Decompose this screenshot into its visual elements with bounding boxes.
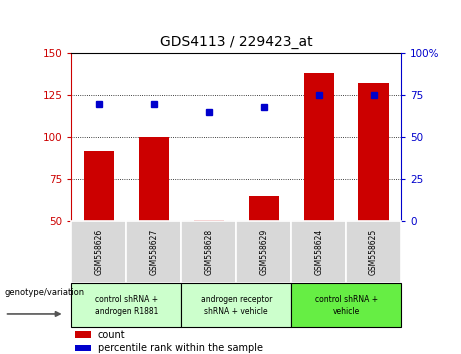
Bar <box>139 137 169 221</box>
Text: GSM558628: GSM558628 <box>204 229 213 275</box>
Bar <box>75 331 91 338</box>
Text: GSM558626: GSM558626 <box>95 229 103 275</box>
Bar <box>359 84 389 221</box>
Text: percentile rank within the sample: percentile rank within the sample <box>98 343 263 353</box>
Text: genotype/variation: genotype/variation <box>5 287 85 297</box>
Text: control shRNA +
androgen R1881: control shRNA + androgen R1881 <box>95 295 158 316</box>
Bar <box>75 345 91 351</box>
Title: GDS4113 / 229423_at: GDS4113 / 229423_at <box>160 35 313 49</box>
Bar <box>84 151 114 221</box>
Bar <box>291 283 401 327</box>
Bar <box>236 221 291 283</box>
Text: GSM558629: GSM558629 <box>259 229 268 275</box>
Text: androgen receptor
shRNA + vehicle: androgen receptor shRNA + vehicle <box>201 295 272 316</box>
Bar <box>248 196 279 221</box>
Bar <box>126 221 181 283</box>
Bar <box>291 221 346 283</box>
Bar <box>71 221 126 283</box>
Bar <box>181 221 236 283</box>
Text: GSM558624: GSM558624 <box>314 229 323 275</box>
Bar <box>303 73 334 221</box>
Text: GSM558625: GSM558625 <box>369 229 378 275</box>
Bar <box>194 219 224 221</box>
Bar <box>181 283 291 327</box>
Text: control shRNA +
vehicle: control shRNA + vehicle <box>314 295 378 316</box>
Bar <box>71 283 181 327</box>
Text: GSM558627: GSM558627 <box>149 229 159 275</box>
Bar <box>346 221 401 283</box>
Text: count: count <box>98 330 125 340</box>
